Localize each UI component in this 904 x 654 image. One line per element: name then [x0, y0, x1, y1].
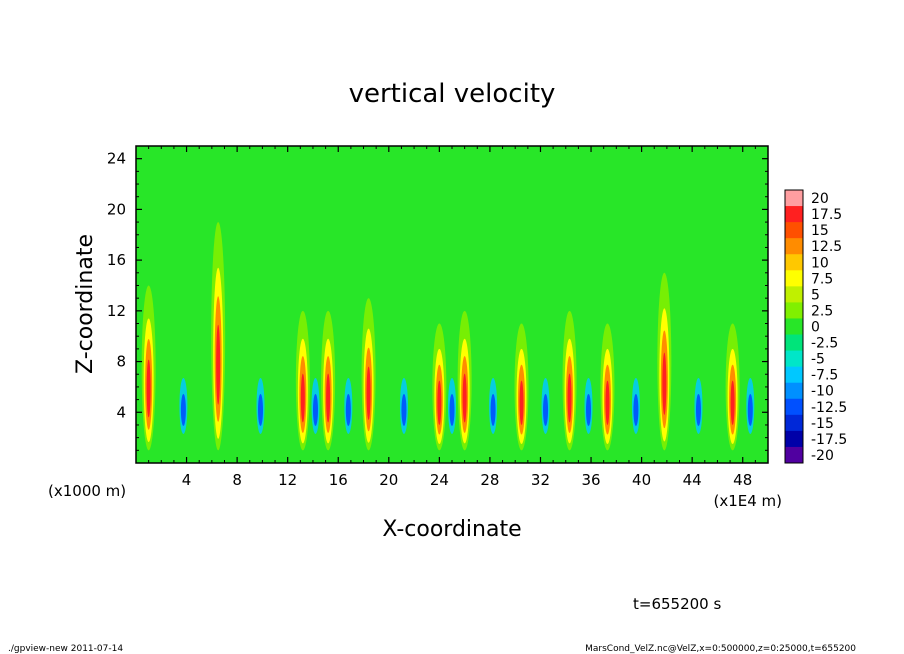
colorbar-swatch — [785, 254, 803, 271]
x-tick-label: 4 — [182, 471, 192, 489]
downdraft-core — [543, 393, 549, 426]
downdraft-core — [180, 393, 186, 426]
updraft-core — [326, 373, 331, 423]
time-annotation: t=655200 s — [633, 595, 721, 613]
colorbar-label: 0 — [811, 320, 820, 336]
colorbar-swatch — [785, 446, 803, 464]
colorbar-label: 10 — [811, 255, 829, 271]
colorbar-swatch — [785, 206, 803, 223]
colorbar-swatch — [785, 350, 803, 368]
x-tick-label: 40 — [632, 471, 651, 489]
updraft-core — [300, 373, 305, 423]
y-tick-label: 8 — [116, 353, 126, 371]
downdraft-core — [633, 393, 639, 426]
downdraft-core — [747, 393, 753, 426]
colorbar-label: -5 — [811, 352, 825, 368]
plot-area — [135, 145, 769, 464]
colorbar-swatch — [785, 414, 803, 432]
colorbar-swatch — [785, 190, 803, 207]
downdraft-core — [449, 393, 455, 426]
updraft-core — [605, 380, 610, 425]
x-tick-label: 16 — [329, 471, 348, 489]
colorbar-swatch — [785, 222, 803, 239]
y-tick-label: 4 — [116, 403, 126, 421]
colorbar-label: -10 — [811, 384, 834, 400]
updraft-core — [437, 380, 442, 425]
y-tick-label: 12 — [107, 302, 126, 320]
x-tick-label: 8 — [232, 471, 242, 489]
colorbar-frame — [784, 189, 804, 464]
x-unit-right: (x1E4 m) — [713, 492, 782, 510]
colorbar-label: -2.5 — [811, 336, 838, 352]
updraft-core — [146, 359, 151, 418]
x-tick-label: 44 — [683, 471, 702, 489]
colorbar-swatch — [785, 286, 803, 303]
updraft-core — [216, 324, 221, 405]
downdraft-core — [312, 393, 318, 426]
colorbar-label: -17.5 — [811, 432, 847, 448]
colorbar-swatch — [785, 382, 803, 400]
x-tick-label: 28 — [480, 471, 499, 489]
x-tick-label: 20 — [379, 471, 398, 489]
x-axis-label: X-coordinate — [382, 517, 521, 542]
updraft-core — [662, 352, 667, 415]
downdraft-core — [695, 393, 701, 426]
downdraft-core — [345, 393, 351, 426]
colorbar-swatch — [785, 238, 803, 255]
colorbar-label: 7.5 — [811, 271, 833, 287]
x-tick-label: 12 — [278, 471, 297, 489]
colorbar-label: 17.5 — [811, 207, 842, 223]
footer-left: ./gpview-new 2011-07-14 — [8, 644, 123, 654]
colorbar-swatch — [785, 270, 803, 287]
y-tick-label: 16 — [107, 251, 126, 269]
colorbar-label: -7.5 — [811, 368, 838, 384]
colorbar-swatch — [785, 398, 803, 416]
colorbar-label: 20 — [811, 191, 829, 207]
colorbar-label: 12.5 — [811, 239, 842, 255]
downdraft-core — [258, 393, 264, 426]
updraft-core — [567, 373, 572, 423]
colorbar-label: -12.5 — [811, 400, 847, 416]
footer-right: MarsCond_VelZ.nc@VelZ,x=0:500000,z=0:250… — [585, 644, 856, 654]
colorbar-swatch — [785, 430, 803, 448]
y-axis: 4 8 12 16 20 24 — [107, 150, 768, 451]
updraft-core — [366, 366, 371, 420]
downdraft-core — [401, 393, 407, 426]
colorbar-label: -20 — [811, 448, 834, 464]
chart-title: vertical velocity — [349, 79, 556, 109]
y-axis-label: Z-coordinate — [73, 234, 98, 374]
colorbar-label: 5 — [811, 287, 820, 303]
x-tick-label: 36 — [581, 471, 600, 489]
x-tick-label: 32 — [531, 471, 550, 489]
y-tick-label: 20 — [107, 200, 126, 218]
colorbar: 2017.51512.5107.552.50-2.5-5-7.5-10-12.5… — [784, 189, 847, 464]
colorbar-swatch — [785, 334, 803, 352]
x-tick-label: 48 — [733, 471, 752, 489]
x-axis: 4 8 12 16 20 24 28 32 36 40 44 48 — [148, 146, 756, 489]
x-unit-left: (x1000 m) — [48, 482, 126, 500]
colorbar-swatch — [785, 302, 803, 319]
updraft-core — [462, 373, 467, 423]
downdraft-core — [586, 393, 592, 426]
colorbar-swatch — [785, 318, 803, 336]
downdraft-core — [490, 393, 496, 426]
y-tick-label: 24 — [107, 150, 126, 168]
x-tick-label: 24 — [430, 471, 449, 489]
updraft-core — [519, 380, 524, 425]
colorbar-label: 2.5 — [811, 303, 833, 319]
colorbar-swatch — [785, 366, 803, 384]
colorbar-label: -15 — [811, 416, 834, 432]
updraft-core — [730, 380, 735, 425]
colorbar-label: 15 — [811, 223, 829, 239]
